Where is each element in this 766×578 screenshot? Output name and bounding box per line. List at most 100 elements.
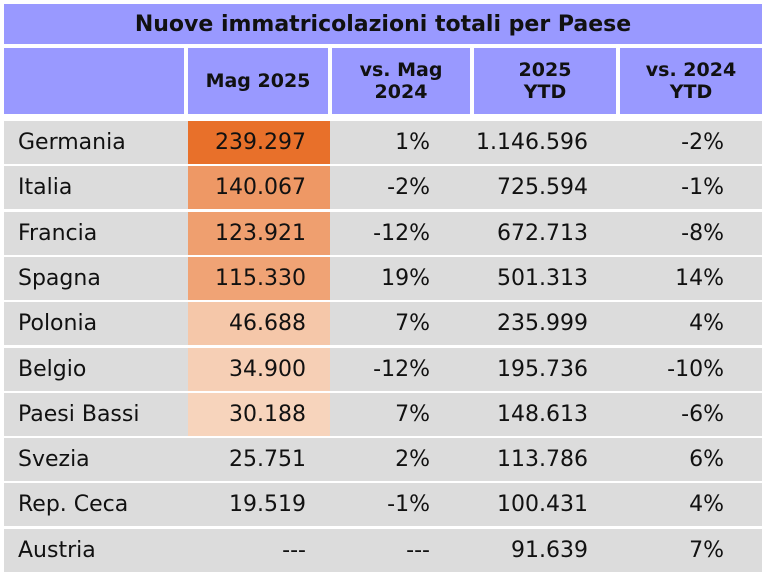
vs-2024-ytd-cell: -6% xyxy=(620,393,724,436)
vs-2024-ytd-cell-text: -10% xyxy=(667,357,724,382)
may-2025-cell-text: 25.751 xyxy=(229,447,306,472)
vs-may-2024-cell: 7% xyxy=(334,393,430,436)
table-row: Spagna 115.330 19% 501.313 14% xyxy=(4,257,762,300)
vs-may-2024-cell: 1% xyxy=(334,121,430,164)
ytd-2025-cell: 672.713 xyxy=(476,212,588,255)
may-2025-cell: --- xyxy=(188,529,330,572)
may-2025-cell-text: --- xyxy=(282,538,306,563)
country-cell-text: Paesi Bassi xyxy=(18,402,140,427)
may-2025-cell: 239.297 xyxy=(188,121,330,164)
ytd-2025-cell-text: 235.999 xyxy=(497,311,588,336)
country-cell-text: Germania xyxy=(18,130,126,155)
country-cell: Germania xyxy=(18,121,178,164)
vs-may-2024-cell: -12% xyxy=(334,212,430,255)
country-cell: Svezia xyxy=(18,438,178,481)
vs-may-2024-cell-text: -1% xyxy=(387,492,430,517)
header-may-2025: Mag 2025 xyxy=(188,48,328,114)
table-row: Svezia 25.751 2% 113.786 6% xyxy=(4,438,762,481)
may-2025-cell-text: 123.921 xyxy=(215,221,306,246)
vs-may-2024-cell-text: 7% xyxy=(395,311,430,336)
ytd-2025-cell: 235.999 xyxy=(476,302,588,345)
country-cell: Francia xyxy=(18,212,178,255)
vs-2024-ytd-cell-text: 4% xyxy=(689,492,724,517)
may-2025-cell: 46.688 xyxy=(188,302,330,345)
ytd-2025-cell: 195.736 xyxy=(476,348,588,391)
vs-may-2024-cell: -1% xyxy=(334,483,430,526)
vs-2024-ytd-cell-text: -2% xyxy=(681,130,724,155)
vs-2024-ytd-cell: -10% xyxy=(620,348,724,391)
may-2025-cell-text: 239.297 xyxy=(215,130,306,155)
vs-may-2024-cell: 7% xyxy=(334,302,430,345)
ytd-2025-cell: 100.431 xyxy=(476,483,588,526)
vs-may-2024-cell-text: 1% xyxy=(395,130,430,155)
may-2025-cell: 19.519 xyxy=(188,483,330,526)
country-cell-text: Italia xyxy=(18,175,73,200)
may-2025-cell: 123.921 xyxy=(188,212,330,255)
table-row: Polonia 46.688 7% 235.999 4% xyxy=(4,302,762,345)
may-2025-cell-text: 115.330 xyxy=(215,266,306,291)
country-cell-text: Spagna xyxy=(18,266,101,291)
vs-may-2024-cell-text: 2% xyxy=(395,447,430,472)
header-vs-2024-ytd: vs. 2024 YTD xyxy=(620,48,762,114)
ytd-2025-cell-text: 501.313 xyxy=(497,266,588,291)
ytd-2025-cell: 725.594 xyxy=(476,166,588,209)
may-2025-cell: 115.330 xyxy=(188,257,330,300)
table-row: Italia 140.067 -2% 725.594 -1% xyxy=(4,166,762,209)
ytd-2025-cell-text: 100.431 xyxy=(497,492,588,517)
country-cell: Belgio xyxy=(18,348,178,391)
vs-may-2024-cell-text: -12% xyxy=(373,221,430,246)
ytd-2025-cell-text: 672.713 xyxy=(497,221,588,246)
vs-may-2024-cell-text: --- xyxy=(406,538,430,563)
vs-2024-ytd-cell-text: -1% xyxy=(681,175,724,200)
vs-may-2024-cell-text: 7% xyxy=(395,402,430,427)
vs-2024-ytd-cell: 7% xyxy=(620,529,724,572)
ytd-2025-cell-text: 91.639 xyxy=(511,538,588,563)
ytd-2025-cell: 113.786 xyxy=(476,438,588,481)
may-2025-cell: 25.751 xyxy=(188,438,330,481)
country-cell: Rep. Ceca xyxy=(18,483,178,526)
ytd-2025-cell-text: 148.613 xyxy=(497,402,588,427)
ytd-2025-cell: 148.613 xyxy=(476,393,588,436)
vs-may-2024-cell: -12% xyxy=(334,348,430,391)
table-row: Germania 239.297 1% 1.146.596 -2% xyxy=(4,121,762,164)
vs-2024-ytd-cell: 4% xyxy=(620,302,724,345)
vs-2024-ytd-cell: 6% xyxy=(620,438,724,481)
table-row: Austria --- --- 91.639 7% xyxy=(4,529,762,572)
country-cell: Polonia xyxy=(18,302,178,345)
country-cell-text: Francia xyxy=(18,221,98,246)
may-2025-cell-text: 19.519 xyxy=(229,492,306,517)
ytd-2025-cell: 91.639 xyxy=(476,529,588,572)
ytd-2025-cell: 1.146.596 xyxy=(476,121,588,164)
vs-may-2024-cell: -2% xyxy=(334,166,430,209)
vs-2024-ytd-cell: 4% xyxy=(620,483,724,526)
country-cell: Paesi Bassi xyxy=(18,393,178,436)
country-cell-text: Svezia xyxy=(18,447,90,472)
table-row: Francia 123.921 -12% 672.713 -8% xyxy=(4,212,762,255)
country-cell-text: Belgio xyxy=(18,357,87,382)
vs-2024-ytd-cell: 14% xyxy=(620,257,724,300)
vs-2024-ytd-cell: -2% xyxy=(620,121,724,164)
header-vs-may-2024: vs. Mag 2024 xyxy=(332,48,470,114)
country-cell-text: Rep. Ceca xyxy=(18,492,129,517)
may-2025-cell: 30.188 xyxy=(188,393,330,436)
may-2025-cell-text: 140.067 xyxy=(215,175,306,200)
ytd-2025-cell-text: 1.146.596 xyxy=(476,130,588,155)
may-2025-cell-text: 46.688 xyxy=(229,311,306,336)
table-row: Rep. Ceca 19.519 -1% 100.431 4% xyxy=(4,483,762,526)
header-2025-ytd: 2025 YTD xyxy=(474,48,616,114)
vs-may-2024-cell-text: -2% xyxy=(387,175,430,200)
vs-may-2024-cell: --- xyxy=(334,529,430,572)
vs-2024-ytd-cell-text: 4% xyxy=(689,311,724,336)
vs-may-2024-cell-text: -12% xyxy=(373,357,430,382)
vs-2024-ytd-cell: -8% xyxy=(620,212,724,255)
may-2025-cell: 34.900 xyxy=(188,348,330,391)
vs-2024-ytd-cell: -1% xyxy=(620,166,724,209)
vs-may-2024-cell: 2% xyxy=(334,438,430,481)
vs-2024-ytd-cell-text: 6% xyxy=(689,447,724,472)
table-title: Nuove immatricolazioni totali per Paese xyxy=(4,4,762,44)
may-2025-cell-text: 30.188 xyxy=(229,402,306,427)
vs-2024-ytd-cell-text: -6% xyxy=(681,402,724,427)
may-2025-cell-text: 34.900 xyxy=(229,357,306,382)
country-cell: Italia xyxy=(18,166,178,209)
